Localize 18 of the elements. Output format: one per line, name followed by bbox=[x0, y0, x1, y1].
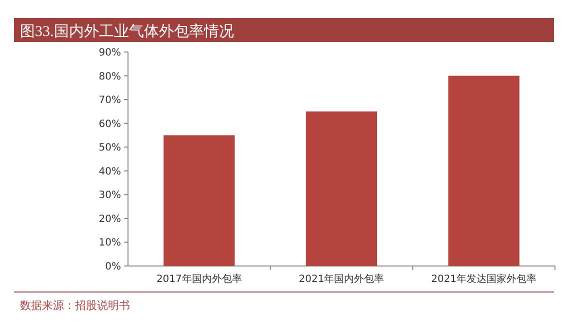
y-tick-label: 30% bbox=[98, 190, 121, 202]
bar bbox=[448, 76, 520, 266]
chart-title: 图33.国内外工业气体外包率情况 bbox=[20, 23, 234, 40]
bar bbox=[164, 135, 235, 266]
y-tick-label: 60% bbox=[98, 118, 121, 130]
y-tick-label: 0% bbox=[105, 262, 121, 272]
y-tick-label: 50% bbox=[98, 142, 121, 154]
y-tick-label: 10% bbox=[98, 238, 121, 249]
y-tick-label: 90% bbox=[98, 48, 121, 58]
x-tick-label: 2017年国内外包率 bbox=[156, 273, 242, 285]
y-tick-label: 70% bbox=[98, 95, 121, 106]
y-tick-label: 20% bbox=[98, 214, 121, 225]
x-tick-label: 2021年国内外包率 bbox=[298, 273, 384, 285]
x-tick-label: 2021年发达国家外包率 bbox=[431, 273, 537, 285]
y-tick-label: 80% bbox=[98, 71, 121, 82]
y-tick-label: 40% bbox=[98, 166, 121, 178]
bar bbox=[306, 111, 378, 266]
source-note: 数据来源：招股说明书 bbox=[20, 299, 130, 312]
